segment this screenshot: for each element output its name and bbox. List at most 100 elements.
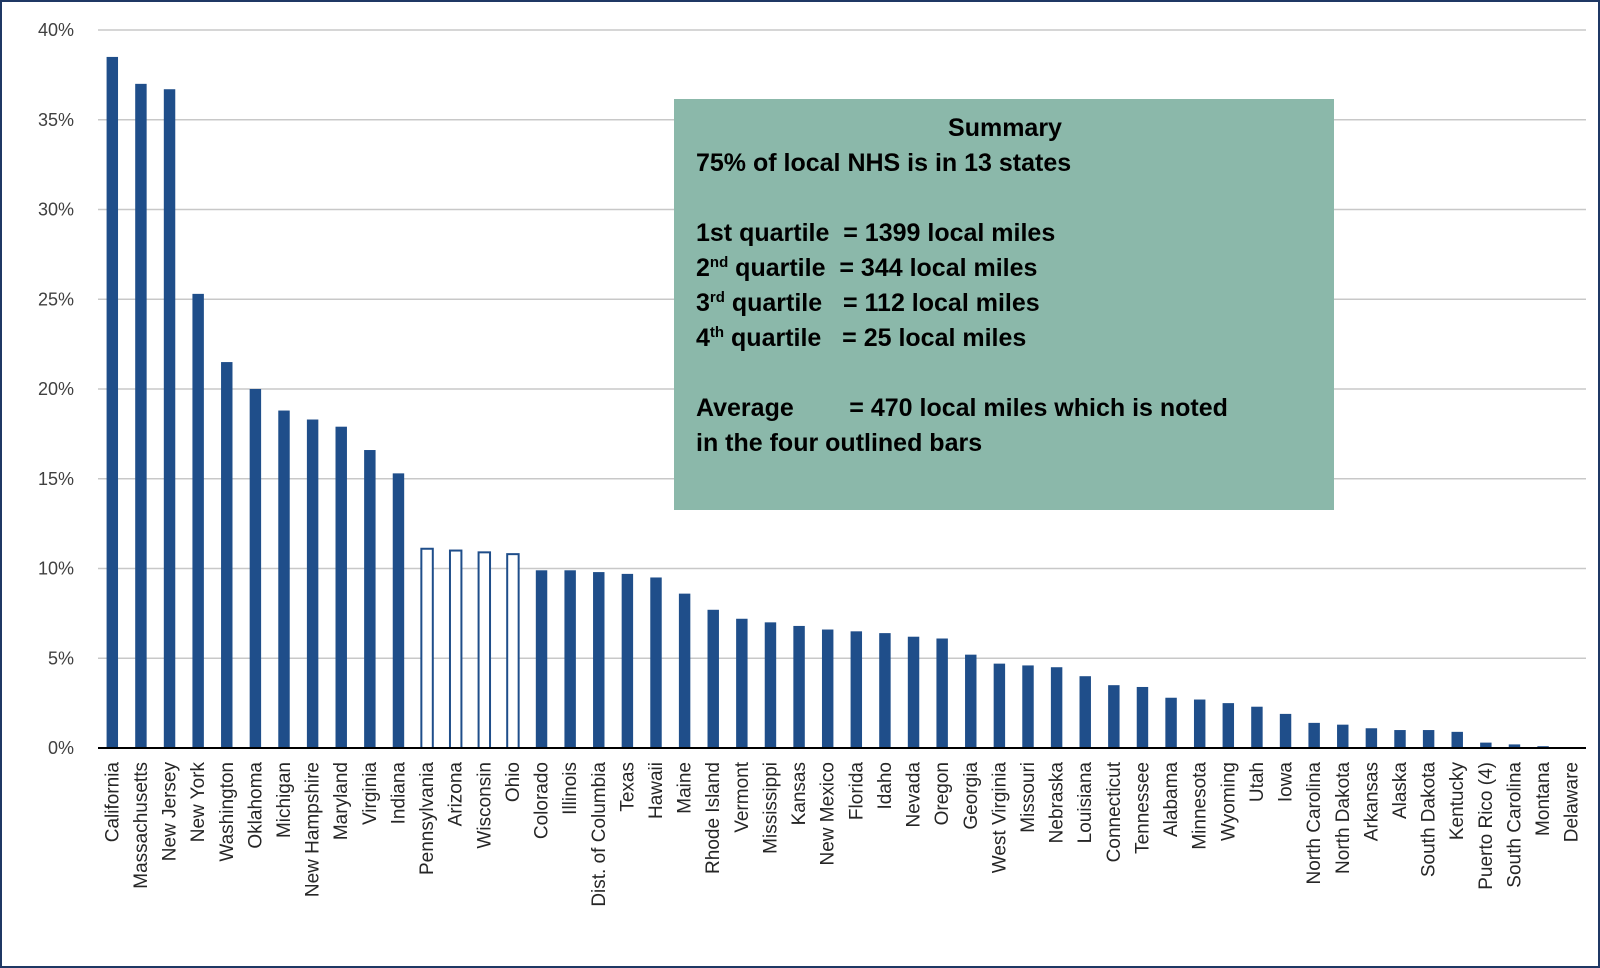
bar-north-carolina (1308, 722, 1320, 748)
x-tick-label: Ohio (503, 762, 524, 802)
x-tick-label: Nebraska (1047, 762, 1068, 844)
bar-washington (221, 362, 233, 748)
x-tick-label: Michigan (274, 762, 295, 838)
y-tick-label: 40% (38, 20, 74, 40)
bar-new-york (192, 293, 204, 748)
y-axis-ticks: 0% 5% 10% 15% 20% 25% 30% 35% 40% (38, 20, 74, 758)
bar-ohio (506, 553, 520, 750)
bar-tennessee (1136, 686, 1149, 748)
y-tick-label: 15% (38, 469, 74, 489)
bar-wyoming (1222, 703, 1235, 748)
x-tick-label: Iowa (1276, 762, 1297, 803)
x-tick-label: Tennessee (1132, 762, 1153, 854)
x-tick-label: Louisiana (1075, 762, 1096, 844)
bar-west-virginia (993, 663, 1006, 748)
x-tick-label: Pennsylvania (417, 762, 438, 875)
x-tick-label: West Virginia (989, 762, 1010, 874)
bar-kansas (793, 625, 805, 748)
bar-illinois (564, 570, 576, 748)
bar-louisiana (1079, 676, 1091, 748)
x-tick-label: Mississippi (760, 762, 781, 854)
y-tick-label: 10% (38, 559, 74, 579)
x-tick-label: Arizona (446, 762, 467, 827)
x-tick-label: Maine (675, 762, 696, 814)
x-axis-labels: California Massachusetts New Jersey New Yor… (102, 761, 1582, 906)
x-tick-label: Oklahoma (245, 762, 266, 849)
x-tick-label: Colorado (532, 762, 553, 839)
bar-texas (621, 573, 634, 748)
bar-puerto-rico-4 (1480, 742, 1492, 748)
bar-connecticut (1108, 685, 1120, 748)
x-tick-label: Maryland (331, 762, 352, 840)
x-tick-label: New Jersey (160, 762, 181, 862)
bar-california (106, 56, 119, 749)
bar-massachusetts (135, 83, 147, 749)
x-tick-label: Massachusetts (131, 762, 152, 889)
bar-idaho (879, 633, 891, 748)
x-tick-label: Wyoming (1218, 762, 1239, 841)
x-tick-label: Puerto Rico (4) (1476, 762, 1497, 890)
x-tick-label: Vermont (732, 761, 753, 832)
bar-rhode-island (707, 609, 719, 748)
bar-nevada (907, 636, 920, 748)
summary-average: Average = 470 local miles which is noted (696, 394, 1228, 422)
x-tick-label: Idaho (875, 762, 896, 810)
bar-south-dakota (1422, 730, 1435, 748)
bar-new-hampshire (306, 419, 319, 748)
bar-utah (1251, 706, 1263, 748)
x-tick-label: New York (188, 762, 209, 843)
bar-new-mexico (821, 629, 834, 748)
bar-maryland (335, 426, 347, 748)
x-tick-label: Washington (217, 762, 238, 862)
bar-michigan (278, 410, 290, 748)
y-tick-label: 0% (48, 738, 74, 758)
x-tick-label: Indiana (388, 762, 409, 825)
bar-pennsylvania (420, 547, 434, 749)
bar-vermont (736, 618, 748, 748)
bars (106, 56, 1549, 750)
x-tick-label: North Carolina (1304, 762, 1325, 885)
bar-virginia (364, 450, 376, 748)
x-tick-label: Alaska (1390, 762, 1411, 819)
x-tick-label: Connecticut (1104, 761, 1125, 862)
bar-arizona (448, 549, 463, 749)
y-tick-label: 30% (38, 200, 74, 220)
bar-indiana (392, 473, 405, 748)
x-tick-label: Virginia (360, 762, 381, 825)
summary-quartile-4: 4th quartile = 25 local miles (696, 324, 1027, 352)
x-tick-label: Kentucky (1447, 762, 1468, 841)
x-tick-label: California (102, 762, 123, 843)
bar-kentucky (1451, 731, 1463, 748)
x-tick-label: Arkansas (1361, 762, 1382, 841)
x-tick-label: New Mexico (818, 762, 839, 865)
bar-iowa (1279, 713, 1292, 748)
y-tick-label: 35% (38, 110, 74, 130)
x-tick-label: South Carolina (1504, 762, 1525, 888)
x-tick-label: Nevada (904, 762, 925, 828)
bar-hawaii (650, 577, 662, 748)
x-tick-label: North Dakota (1333, 762, 1354, 874)
bar-dist-of-columbia (593, 572, 605, 748)
x-tick-label: Kansas (789, 762, 810, 825)
x-tick-label: New Hampshire (303, 762, 324, 897)
bar-maine (678, 593, 691, 748)
x-tick-label: Florida (846, 762, 867, 821)
bar-alabama (1165, 697, 1177, 748)
x-tick-label: Dist. of Columbia (589, 762, 610, 907)
bar-missouri (1022, 665, 1034, 748)
x-tick-label: Georgia (961, 762, 982, 830)
summary-quartile-1: 1st quartile = 1399 local miles (696, 219, 1056, 247)
x-tick-label: Hawaii (646, 762, 667, 819)
x-tick-label: Oregon (932, 762, 953, 825)
summary-quartile-3: 3rd quartile = 112 local miles (696, 289, 1040, 317)
summary-quartile-2: 2nd quartile = 344 local miles (696, 254, 1038, 282)
x-tick-label: Utah (1247, 762, 1268, 802)
x-tick-label: Wisconsin (474, 762, 495, 849)
x-tick-label: South Dakota (1419, 762, 1440, 878)
bar-oklahoma (249, 389, 262, 748)
y-tick-label: 25% (38, 289, 74, 309)
bar-oregon (936, 638, 948, 748)
bar-georgia (965, 654, 977, 748)
